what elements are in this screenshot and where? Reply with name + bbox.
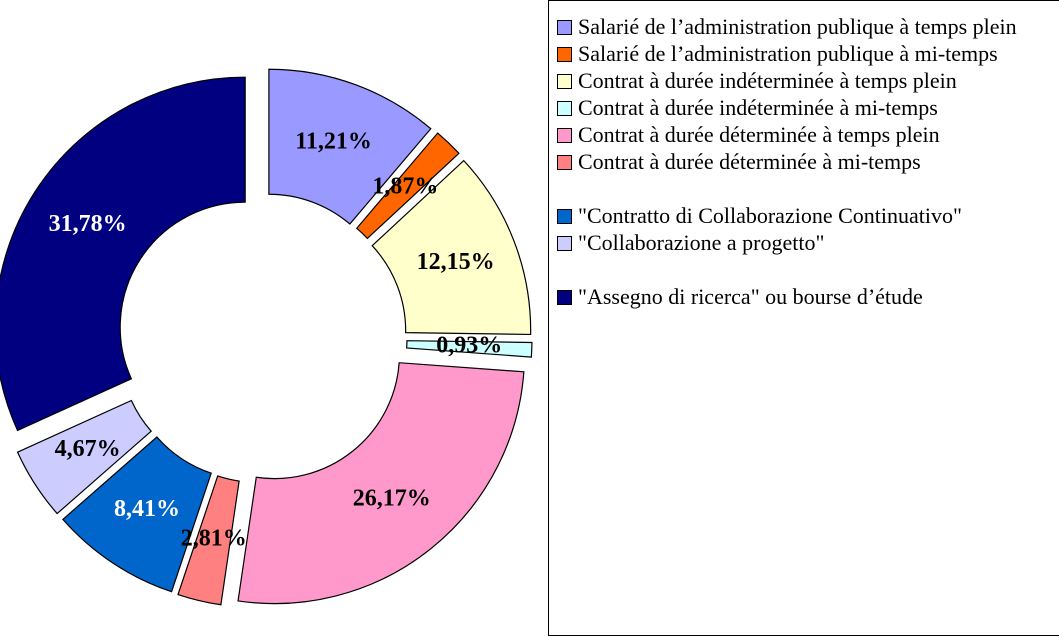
data-label: 4,67% <box>55 436 121 462</box>
legend-swatch <box>557 74 572 89</box>
legend-item: Contrat à durée déterminée à temps plein <box>557 121 1055 148</box>
legend-swatch <box>557 209 572 224</box>
legend-label: Contrat à durée déterminée à temps plein <box>578 122 940 147</box>
legend-swatch <box>557 236 572 251</box>
chart: 11,21%1,87% 12,15% 0,93% 26,17% 2,81%8,41% 4,… <box>0 68 533 606</box>
donut-segment <box>16 399 153 515</box>
legend-item: Contrat à durée indéterminée à mi-temps <box>557 94 1055 121</box>
legend-item: Salarié de l’administration publique à t… <box>557 13 1055 40</box>
data-label: 12,15% <box>417 249 495 275</box>
legend-swatch <box>557 128 572 143</box>
data-label: 26,17% <box>353 485 431 511</box>
donut-segment <box>237 362 525 605</box>
legend: Salarié de l’administration publique à t… <box>548 0 1059 636</box>
donut-segment <box>406 340 533 358</box>
legend-label: Contrat à durée déterminée à mi-temps <box>578 149 921 174</box>
data-label: 0,93% <box>436 333 502 359</box>
legend-label: "Assegno di ricerca" ou bourse d’étude <box>578 284 923 309</box>
legend-label: Salarié de l’administration publique à m… <box>578 41 998 66</box>
legend-item: "Collaborazione a progetto" <box>557 229 1055 256</box>
donut-segment <box>268 68 432 225</box>
donut-segment <box>177 475 240 606</box>
legend-item: Salarié de l’administration publique à m… <box>557 40 1055 67</box>
data-label: 1,87% <box>372 174 438 200</box>
donut-segment <box>371 159 532 336</box>
legend-label: Contrat à durée indéterminée à mi-temps <box>578 95 938 120</box>
legend-swatch <box>557 47 572 62</box>
legend-item: "Contratto di Collaborazione Continuativ… <box>557 202 1055 229</box>
data-label: 2,81% <box>181 525 247 551</box>
legend-swatch <box>557 290 572 305</box>
legend-label: Salarié de l’administration publique à t… <box>578 14 1017 39</box>
donut-segment <box>355 132 460 240</box>
legend-item: Contrat à durée déterminée à mi-temps <box>557 148 1055 175</box>
data-label: 11,21% <box>295 129 372 155</box>
donut-segment <box>62 436 213 593</box>
data-label: 31,78% <box>49 211 127 237</box>
legend-swatch <box>557 101 572 116</box>
data-label: 8,41% <box>114 496 180 522</box>
donut-segment <box>0 76 246 432</box>
legend-swatch <box>557 20 572 35</box>
legend-label: "Contratto di Collaborazione Continuativ… <box>578 203 962 228</box>
legend-label: "Collaborazione a progetto" <box>578 230 825 255</box>
legend-item: "Assegno di ricerca" ou bourse d’étude <box>557 283 1055 310</box>
legend-label: Contrat à durée indéterminée à temps ple… <box>578 68 957 93</box>
legend-item: Contrat à durée indéterminée à temps ple… <box>557 67 1055 94</box>
legend-swatch <box>557 155 572 170</box>
